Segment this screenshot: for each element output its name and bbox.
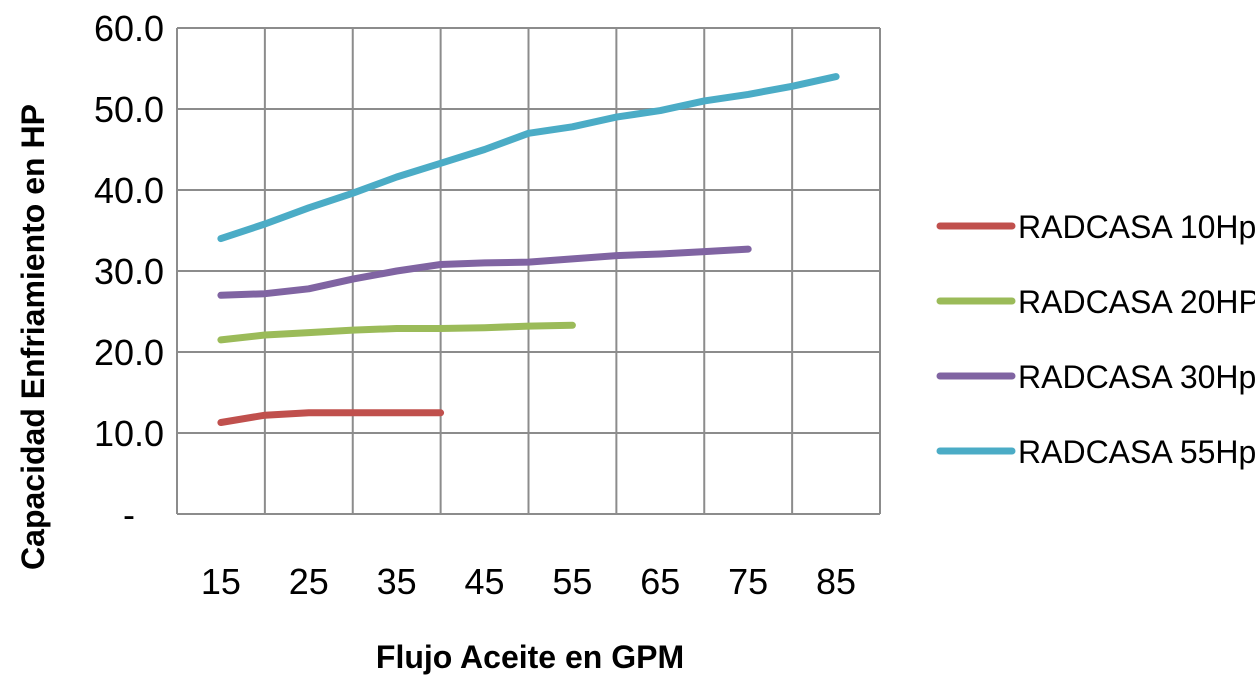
x-tick-label: 35 bbox=[377, 561, 417, 602]
x-tick-label: 15 bbox=[201, 561, 241, 602]
y-tick-label: 20.0 bbox=[94, 332, 164, 373]
y-tick-label: - bbox=[123, 494, 135, 535]
x-axis-title: Flujo Aceite en GPM bbox=[376, 639, 684, 675]
x-tick-label: 75 bbox=[728, 561, 768, 602]
y-tick-label: 30.0 bbox=[94, 251, 164, 292]
legend-label-2: RADCASA 20HP bbox=[1018, 284, 1255, 320]
y-tick-label: 50.0 bbox=[94, 89, 164, 130]
x-tick-label: 65 bbox=[640, 561, 680, 602]
series-lines bbox=[217, 73, 840, 426]
legend-label-4: RADCASA 55Hp bbox=[1018, 434, 1255, 470]
legend: RADCASA 10Hp RADCASA 20HP RADCASA 30Hp RADC… bbox=[936, 209, 1255, 470]
legend-label-1: RADCASA 10Hp bbox=[1018, 209, 1255, 245]
y-tick-label: 40.0 bbox=[94, 170, 164, 211]
series-line-3 bbox=[217, 245, 752, 299]
legend-label-3: RADCASA 30Hp bbox=[1018, 359, 1255, 395]
x-tick-label: 25 bbox=[289, 561, 329, 602]
x-tick-label: 45 bbox=[465, 561, 505, 602]
series-line-4 bbox=[217, 73, 840, 243]
y-axis-ticks: - 10.0 20.0 30.0 40.0 50.0 60.0 bbox=[94, 8, 164, 535]
series-line-2 bbox=[217, 321, 576, 344]
grid-lines bbox=[176, 27, 881, 515]
y-tick-label: 60.0 bbox=[94, 8, 164, 49]
series-line-1 bbox=[217, 409, 445, 426]
x-tick-label: 85 bbox=[816, 561, 856, 602]
y-tick-label: 10.0 bbox=[94, 413, 164, 454]
x-tick-label: 55 bbox=[552, 561, 592, 602]
x-axis-ticks: 15 25 35 45 55 65 75 85 bbox=[201, 561, 856, 602]
y-axis-title: Capacidad Enfriamiento en HP bbox=[15, 104, 51, 570]
